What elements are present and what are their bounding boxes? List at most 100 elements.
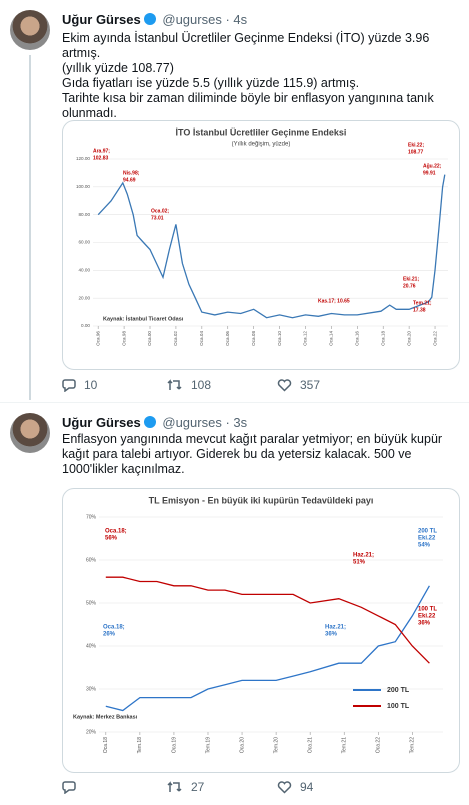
- annotation: Oca.02;: [151, 208, 169, 214]
- like[interactable]: 357: [277, 378, 320, 392]
- x-tick-label: Tem.18: [137, 737, 143, 754]
- annotation: 26%: [103, 632, 116, 638]
- annotation: Kas.17; 10.65: [318, 298, 350, 304]
- annotation: Eki.22: [418, 536, 436, 542]
- thread-line: [29, 55, 31, 400]
- y-tick-label: 40%: [86, 643, 97, 649]
- y-tick-label: 60.00: [79, 240, 91, 245]
- chart: İTO İstanbul Ücretliler Geçinme Endeksi (…: [76, 127, 448, 346]
- annotation: 94.69: [123, 177, 136, 183]
- source: Kaynak: İstanbul Ticaret Odası: [103, 315, 184, 322]
- retweet[interactable]: 27: [167, 780, 277, 794]
- separator: [0, 402, 469, 403]
- annotation: 36%: [418, 621, 431, 627]
- like-icon: [277, 379, 292, 392]
- annotation: 56%: [105, 536, 118, 542]
- x-tick-label: Oca.10: [277, 331, 282, 346]
- avatar[interactable]: [10, 413, 50, 453]
- annotation: 54%: [418, 543, 431, 549]
- x-tick-label: Oca.08: [251, 331, 256, 346]
- reply[interactable]: [62, 780, 167, 794]
- media[interactable]: TL Emisyon - En büyük iki kupürün Tedavü…: [62, 488, 460, 773]
- reply-icon: [62, 781, 76, 794]
- reply-icon: [62, 379, 76, 392]
- annotation: 20.76: [403, 283, 416, 289]
- text-line: Gıda fiyatları ise yüzde 5.5 (yıllık yüz…: [62, 76, 360, 90]
- x-tick-label: Oca.06: [225, 331, 230, 346]
- annotation: Ağu.22;: [423, 163, 442, 169]
- author[interactable]: Uğur Gürses: [62, 12, 141, 27]
- annotation: Tem.21;: [413, 300, 432, 306]
- series-line: [105, 585, 430, 712]
- x-tick-label: Oca.18: [380, 331, 385, 346]
- text-line: Ekim ayında İstanbul Ücretliler Geçinme …: [62, 31, 430, 60]
- y-tick-label: 100.00: [76, 184, 90, 189]
- retweet[interactable]: 108: [167, 378, 277, 392]
- annotation: 51%: [353, 560, 366, 566]
- count: 27: [191, 780, 205, 794]
- retweet-icon: [167, 781, 182, 792]
- author[interactable]: Uğur Gürses: [62, 415, 141, 430]
- x-tick-label: Tem.20: [273, 737, 279, 754]
- tweet-text: Ekim ayında İstanbul Ücretliler Geçinme …: [62, 31, 458, 121]
- tweet-header: Uğur Gürses @ugurses · 3s: [62, 415, 247, 430]
- annotation: Haz.21;: [353, 553, 374, 559]
- actions: 27 94: [62, 780, 313, 794]
- y-tick-label: 0.00: [81, 323, 90, 328]
- annotation: Haz.21;: [325, 625, 346, 631]
- x-tick-label: Oca.21: [307, 737, 313, 753]
- count: 357: [300, 378, 321, 392]
- count: 94: [300, 780, 314, 794]
- handle[interactable]: @ugurses: [162, 415, 222, 430]
- time[interactable]: · 3s: [225, 415, 248, 430]
- annotation: 73.01: [151, 215, 164, 221]
- annotation: Eki.22;: [408, 142, 424, 148]
- y-tick-label: 30%: [86, 686, 97, 692]
- like[interactable]: 94: [277, 780, 313, 794]
- time[interactable]: · 4s: [225, 12, 248, 27]
- source: Kaynak: Merkez Bankası: [73, 714, 138, 720]
- chart-title: İTO İstanbul Ücretliler Geçinme Endeksi: [176, 127, 347, 137]
- x-tick-label: Tem.21: [342, 737, 348, 754]
- y-tick-label: 20.00: [79, 295, 91, 300]
- x-tick-label: Oca.12: [303, 331, 308, 346]
- x-tick-label: Oca.04: [199, 331, 204, 346]
- legend-label: 100 TL: [387, 703, 410, 710]
- annotation: Nis.98;: [123, 170, 140, 176]
- x-tick-label: Oca.22: [376, 737, 382, 753]
- text-line: (yıllık yüzde 108.77): [62, 61, 174, 75]
- x-tick-label: Oca.22: [432, 331, 437, 346]
- annotation: 36%: [325, 632, 338, 638]
- text-line: Tarihte kısa bir zaman diliminde böyle b…: [62, 91, 434, 120]
- media[interactable]: İTO İstanbul Ücretliler Geçinme Endeksi (…: [62, 120, 460, 370]
- y-tick-label: 60%: [86, 557, 97, 563]
- avatar[interactable]: [10, 10, 50, 50]
- handle[interactable]: @ugurses: [162, 12, 222, 27]
- x-tick-label: Oca.00: [147, 331, 152, 346]
- verified-badge: [143, 416, 156, 428]
- annotation: Oca.18;: [105, 529, 127, 535]
- series-line: [105, 576, 430, 664]
- y-tick-label: 80.00: [79, 212, 91, 217]
- like-icon: [277, 781, 292, 794]
- count: 108: [191, 378, 212, 392]
- x-tick-label: Oca.19: [171, 737, 177, 753]
- x-tick-label: Tem.19: [205, 737, 211, 754]
- annotation: Oca.18;: [103, 625, 125, 631]
- annotation: 108.77: [408, 149, 424, 155]
- annotation: Eki.21;: [403, 276, 419, 282]
- annotation: Ara.97;: [93, 148, 110, 154]
- text-line: Enflasyon yangınında mevcut kağıt parala…: [62, 432, 443, 476]
- x-tick-label: Oca.96: [95, 331, 100, 346]
- chart-title: TL Emisyon - En büyük iki kupürün Tedavü…: [149, 495, 374, 505]
- x-tick-label: Oca.98: [121, 331, 126, 346]
- count: 10: [84, 378, 98, 392]
- legend-label: 200 TL: [387, 687, 410, 694]
- reply[interactable]: 10: [62, 378, 167, 392]
- x-tick-label: Oca.20: [239, 737, 245, 753]
- annotation: 102.83: [93, 155, 109, 161]
- y-tick-label: 20%: [86, 729, 97, 735]
- annotation: 99.91: [423, 170, 436, 176]
- annotation: 200 TL: [418, 529, 437, 535]
